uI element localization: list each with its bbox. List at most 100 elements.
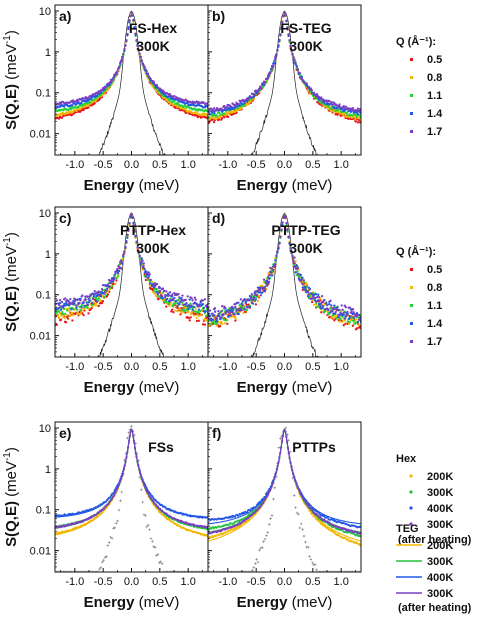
resolution-point: [329, 570, 332, 572]
resolution-point: [192, 570, 196, 572]
data-point: [290, 49, 293, 53]
data-point: [258, 289, 262, 292]
data-point: [286, 26, 289, 29]
resolution-point: [316, 570, 320, 572]
data-point: [351, 106, 355, 110]
data-point: [237, 102, 240, 106]
data-point: [218, 533, 221, 536]
data-point: [344, 537, 347, 540]
data-point: [93, 289, 96, 293]
data-point: [314, 300, 318, 303]
data-point: [188, 304, 191, 307]
data-point: [116, 272, 120, 275]
data-point: [162, 90, 166, 94]
data-point: [248, 294, 252, 298]
data-point: [340, 304, 343, 307]
y-tick-label: 0.01: [30, 331, 51, 343]
data-point: [143, 268, 146, 271]
data-point: [305, 82, 309, 86]
resolution-point: [272, 497, 275, 501]
data-point: [267, 277, 271, 280]
resolution-point: [105, 555, 108, 558]
resolution-point: [259, 546, 263, 550]
resolution-point: [184, 570, 188, 572]
data-point: [273, 62, 276, 65]
data-point: [139, 55, 142, 58]
data-point: [72, 314, 75, 317]
data-point: [286, 228, 289, 231]
resolution-point: [323, 570, 327, 572]
plot-area: [208, 10, 361, 155]
data-point: [288, 39, 291, 42]
resolution-point: [190, 570, 193, 572]
data-point: [309, 87, 313, 90]
data-point: [139, 263, 142, 266]
data-point: [97, 304, 100, 308]
data-point: [262, 278, 266, 281]
resolution-point: [139, 488, 143, 492]
data-point: [122, 253, 125, 256]
data-point: [244, 302, 247, 305]
data-point: [293, 256, 296, 259]
data-point: [234, 515, 236, 518]
data-point: [257, 291, 261, 294]
data-point: [316, 305, 320, 308]
data-point: [336, 308, 339, 312]
data-point: [232, 112, 235, 116]
x-tick-label: 0.0: [277, 361, 292, 373]
data-point: [190, 311, 193, 315]
data-point: [186, 295, 189, 298]
data-point: [332, 312, 335, 315]
data-point: [292, 261, 295, 264]
resolution-point: [100, 560, 104, 564]
panel-c: -1.0 -0.5 0.0 0.5 1.01010.10.01c)PTTP-Hex300…: [30, 206, 209, 373]
data-point: [224, 322, 227, 325]
data-point: [133, 230, 136, 233]
resolution-point: [117, 508, 121, 512]
data-point: [267, 280, 271, 283]
data-point: [156, 291, 160, 294]
data-point: [261, 86, 265, 89]
resolution-point: [94, 570, 97, 572]
resolution-curve: [208, 212, 361, 357]
data-point: [335, 317, 338, 320]
data-point: [350, 316, 353, 320]
data-point: [213, 111, 216, 115]
resolution-point: [102, 558, 105, 562]
data-point: [350, 108, 353, 112]
y-tick-label: 10: [39, 6, 51, 18]
resolution-point: [251, 568, 254, 572]
data-point: [215, 107, 219, 110]
resolution-point: [191, 570, 194, 572]
data-point: [98, 302, 102, 305]
data-point: [262, 287, 265, 290]
data-point: [217, 118, 221, 121]
x-tick-label: -1.0: [218, 159, 237, 171]
data-point: [353, 118, 357, 121]
data-point: [315, 95, 318, 98]
data-point: [171, 308, 174, 311]
data-point: [256, 289, 260, 292]
resolution-point: [336, 570, 339, 572]
data-point: [354, 113, 358, 117]
data-point: [321, 306, 324, 310]
resolution-point: [224, 570, 228, 572]
x-tick-label: 0.0: [124, 361, 139, 373]
data-point: [153, 292, 157, 295]
data-point: [252, 297, 256, 300]
data-point: [273, 59, 276, 62]
data-point: [294, 63, 297, 66]
data-point: [104, 85, 108, 89]
resolution-point: [62, 570, 65, 572]
data-point: [211, 314, 215, 318]
data-point: [348, 315, 351, 319]
data-point: [254, 295, 258, 299]
data-point: [344, 305, 347, 309]
resolution-point: [69, 570, 72, 572]
data-point: [69, 297, 72, 301]
resolution-point: [130, 424, 133, 428]
data-point: [199, 309, 202, 313]
resolution-point: [245, 570, 249, 572]
data-point: [272, 265, 275, 268]
resolution-point: [337, 570, 341, 572]
